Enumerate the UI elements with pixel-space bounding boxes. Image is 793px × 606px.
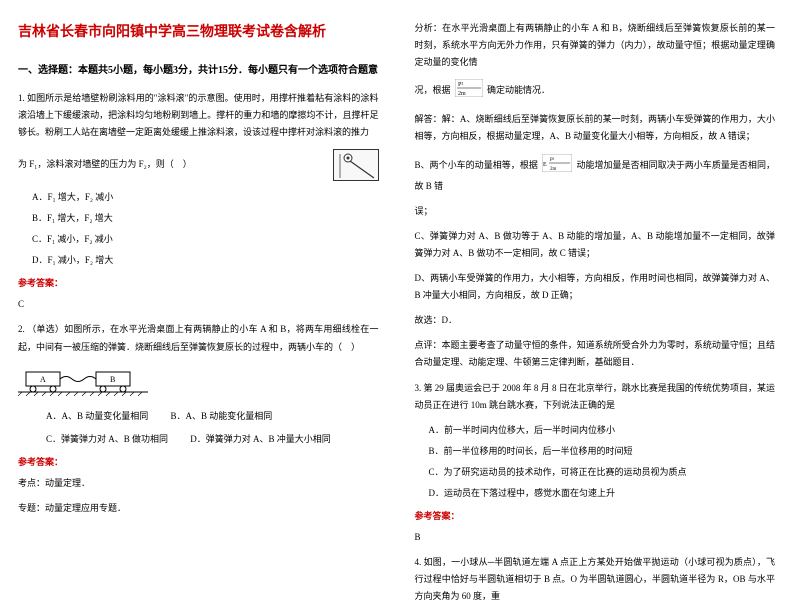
svg-text:2m: 2m xyxy=(550,167,557,172)
q1-line2: 为 F₁，涂料滚对墙壁的压力为 F₂，则（ ） xyxy=(18,156,192,173)
document-title: 吉林省长春市向阳镇中学高三物理联考试卷含解析 xyxy=(18,20,379,47)
q3-answer-label: 参考答案： xyxy=(415,508,776,525)
q2-opt-b: B．A、B 动能变化量相同 xyxy=(171,408,273,425)
analysis-p3-row: B、两个小车的动量相等，根据 EP²2m 动能增加量是否相同取决于两小车质量是否… xyxy=(415,154,776,195)
analysis-p1: 分析：在水平光滑桌面上有两辆静止的小车 A 和 B，烧断细线后至弹簧恢复原长前的… xyxy=(415,20,776,71)
svg-text:A: A xyxy=(40,375,46,384)
q1-answer-label: 参考答案： xyxy=(18,275,379,292)
q1-figure xyxy=(333,149,379,181)
svg-text:E: E xyxy=(543,162,547,168)
q2-opt-c: C．弹簧弹力对 A、B 做功相同 xyxy=(46,431,168,448)
q1-opt-b: B．F₁ 增大，F₂ 增大 xyxy=(32,210,379,227)
q3-opt-a: A．前一半时间内位移大，后一半时间内位移小 xyxy=(429,422,776,439)
q2-answer-label: 参考答案： xyxy=(18,454,379,471)
q4-text: 4. 如图，一小球从─半圆轨道左端 A 点正上方某处开始做平抛运动（小球可视为质… xyxy=(415,554,776,605)
analysis-p1-row: 况，根据 P² 2m 确定动能情况． xyxy=(415,79,776,103)
analysis-p6: 故选：D． xyxy=(415,312,776,329)
svg-text:P²: P² xyxy=(550,157,555,163)
analysis-p3a: B、两个小车的动量相等，根据 xyxy=(415,160,538,170)
q1-answer: C xyxy=(18,296,379,313)
q1-opt-a: A．F₁ 增大，F₂ 减小 xyxy=(32,189,379,206)
q3-answer: B xyxy=(415,529,776,546)
q1-text: 1. 如图所示是给墙壁粉刷涂料用的"涂料滚"的示意图。使用时，用撑杆推着粘有涂料… xyxy=(18,90,379,141)
q2-opt-a: A．A、B 动量变化量相同 xyxy=(46,408,148,425)
q3-opt-d: D．运动员在下落过程中，感觉水面在匀速上升 xyxy=(429,485,776,502)
right-column: 分析：在水平光滑桌面上有两辆静止的小车 A 和 B，烧断细线后至弹簧恢复原长前的… xyxy=(397,0,793,561)
analysis-p7: 点评：本题主要考查了动量守恒的条件，知道系统所受合外力为零时，系统动量守恒；且结… xyxy=(415,337,776,371)
svg-text:B: B xyxy=(110,375,115,384)
left-column: 吉林省长春市向阳镇中学高三物理联考试卷含解析 一、选择题：本题共5小题，每小题3… xyxy=(0,0,397,561)
analysis-p5: D、两辆小车受弹簧的作用力，大小相等，方向相反，作用时间也相同，故弹簧弹力对 A… xyxy=(415,270,776,304)
q3-text: 3. 第 29 届奥运会已于 2008 年 8 月 8 日在北京举行，跳水比赛是… xyxy=(415,380,776,414)
analysis-p2: 解答：解：A、烧断细线后至弹簧恢复原长前的某一时刻，两辆小车受弹簧的作用力，大小… xyxy=(415,111,776,145)
svg-text:P²: P² xyxy=(458,82,463,88)
q2-zhuanti: 专题：动量定理应用专题． xyxy=(18,500,379,517)
q2-options-row1: A．A、B 动量变化量相同 B．A、B 动能变化量相同 xyxy=(46,408,379,425)
q3-opt-b: B．前一半位移用的时间长，后一半位移用的时间短 xyxy=(429,443,776,460)
q3-opt-c: C．为了研究运动员的技术动作，可将正在比赛的运动员视为质点 xyxy=(429,464,776,481)
formula-icon-1: P² 2m xyxy=(455,79,483,103)
q1-opt-c: C．F₁ 减小，F₂ 减小 xyxy=(32,231,379,248)
section-header: 一、选择题：本题共5小题，每小题3分，共计15分．每小题只有一个选项符合题意 xyxy=(18,61,379,80)
q2-options-row2: C．弹簧弹力对 A、B 做功相同 D．弹簧弹力对 A、B 冲量大小相同 xyxy=(46,431,379,448)
q2-figure: A B xyxy=(18,364,379,402)
formula-icon-2: EP² 2m xyxy=(542,154,572,178)
q1-opt-d: D．F₁ 减小，F₂ 增大 xyxy=(32,252,379,269)
q2-kaodian: 考点：动量定理． xyxy=(18,475,379,492)
q1-line2-row: 为 F₁，涂料滚对墙壁的压力为 F₂，则（ ） xyxy=(18,149,379,181)
analysis-p3c: 误； xyxy=(415,203,776,220)
q2-opt-d: D．弹簧弹力对 A、B 冲量大小相同 xyxy=(190,431,331,448)
q2-text: 2. （单选）如图所示，在水平光滑桌面上有两辆静止的小车 A 和 B，将两车用细… xyxy=(18,321,379,355)
svg-text:2m: 2m xyxy=(458,91,466,97)
analysis-p1b: 况，根据 xyxy=(415,85,451,95)
analysis-p1c: 确定动能情况． xyxy=(487,85,550,95)
analysis-p4: C、弹簧弹力对 A、B 做功等于 A、B 动能的增加量，A、B 动能增加量不一定… xyxy=(415,228,776,262)
